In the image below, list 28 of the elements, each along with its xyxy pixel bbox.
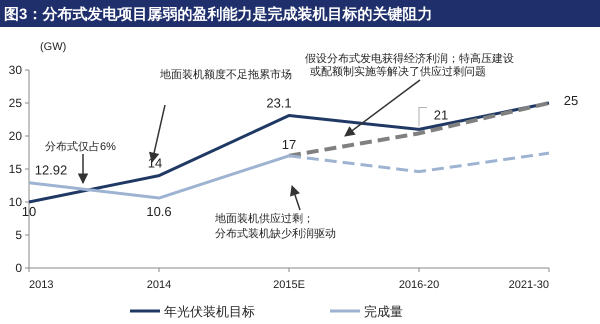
- annotation: 地面装机供应过剩；: [214, 212, 314, 225]
- legend-label: 完成量: [364, 304, 403, 319]
- x-tick-label: 2015E: [273, 279, 305, 291]
- chart-title: 图3：分布式发电项目孱弱的盈利能力是完成装机目标的关键阻力: [4, 5, 432, 23]
- data-label: 21: [434, 107, 448, 122]
- x-tick-label: 2021-30: [508, 279, 549, 291]
- y-tick-label: 25: [8, 96, 22, 110]
- data-label: 17: [282, 136, 296, 152]
- data-label: 25: [564, 93, 578, 108]
- y-tick-label: 0: [15, 261, 22, 275]
- annotation: 或配额制实施等解决了供应过剩问题: [310, 65, 486, 78]
- x-tick-label: 2013: [29, 279, 54, 291]
- data-label: 12.92: [34, 162, 68, 178]
- annotation: 分布式仅占6%: [45, 140, 116, 153]
- legend-label: 年光伏装机目标: [164, 304, 255, 319]
- y-tick-label: 15: [8, 162, 22, 176]
- annotation: 分布式装机缺少利润驱动: [215, 227, 336, 240]
- text: 假设分布式发电获得经济利润；特高压建设: [305, 52, 514, 65]
- y-tick-label: 30: [8, 63, 22, 77]
- y-tick-label: 5: [15, 228, 22, 242]
- y-tick-label: 10: [8, 195, 22, 209]
- y-tick-label: 20: [8, 129, 22, 143]
- data-label: 23.1: [266, 96, 292, 111]
- x-tick-label: 2014: [146, 279, 172, 291]
- y-axis-title: (GW): [40, 41, 66, 53]
- x-tick-label: 2016-20: [398, 279, 440, 291]
- annotation: 地面装机额度不足拖累市场: [159, 68, 292, 81]
- data-label: 10.6: [146, 204, 172, 220]
